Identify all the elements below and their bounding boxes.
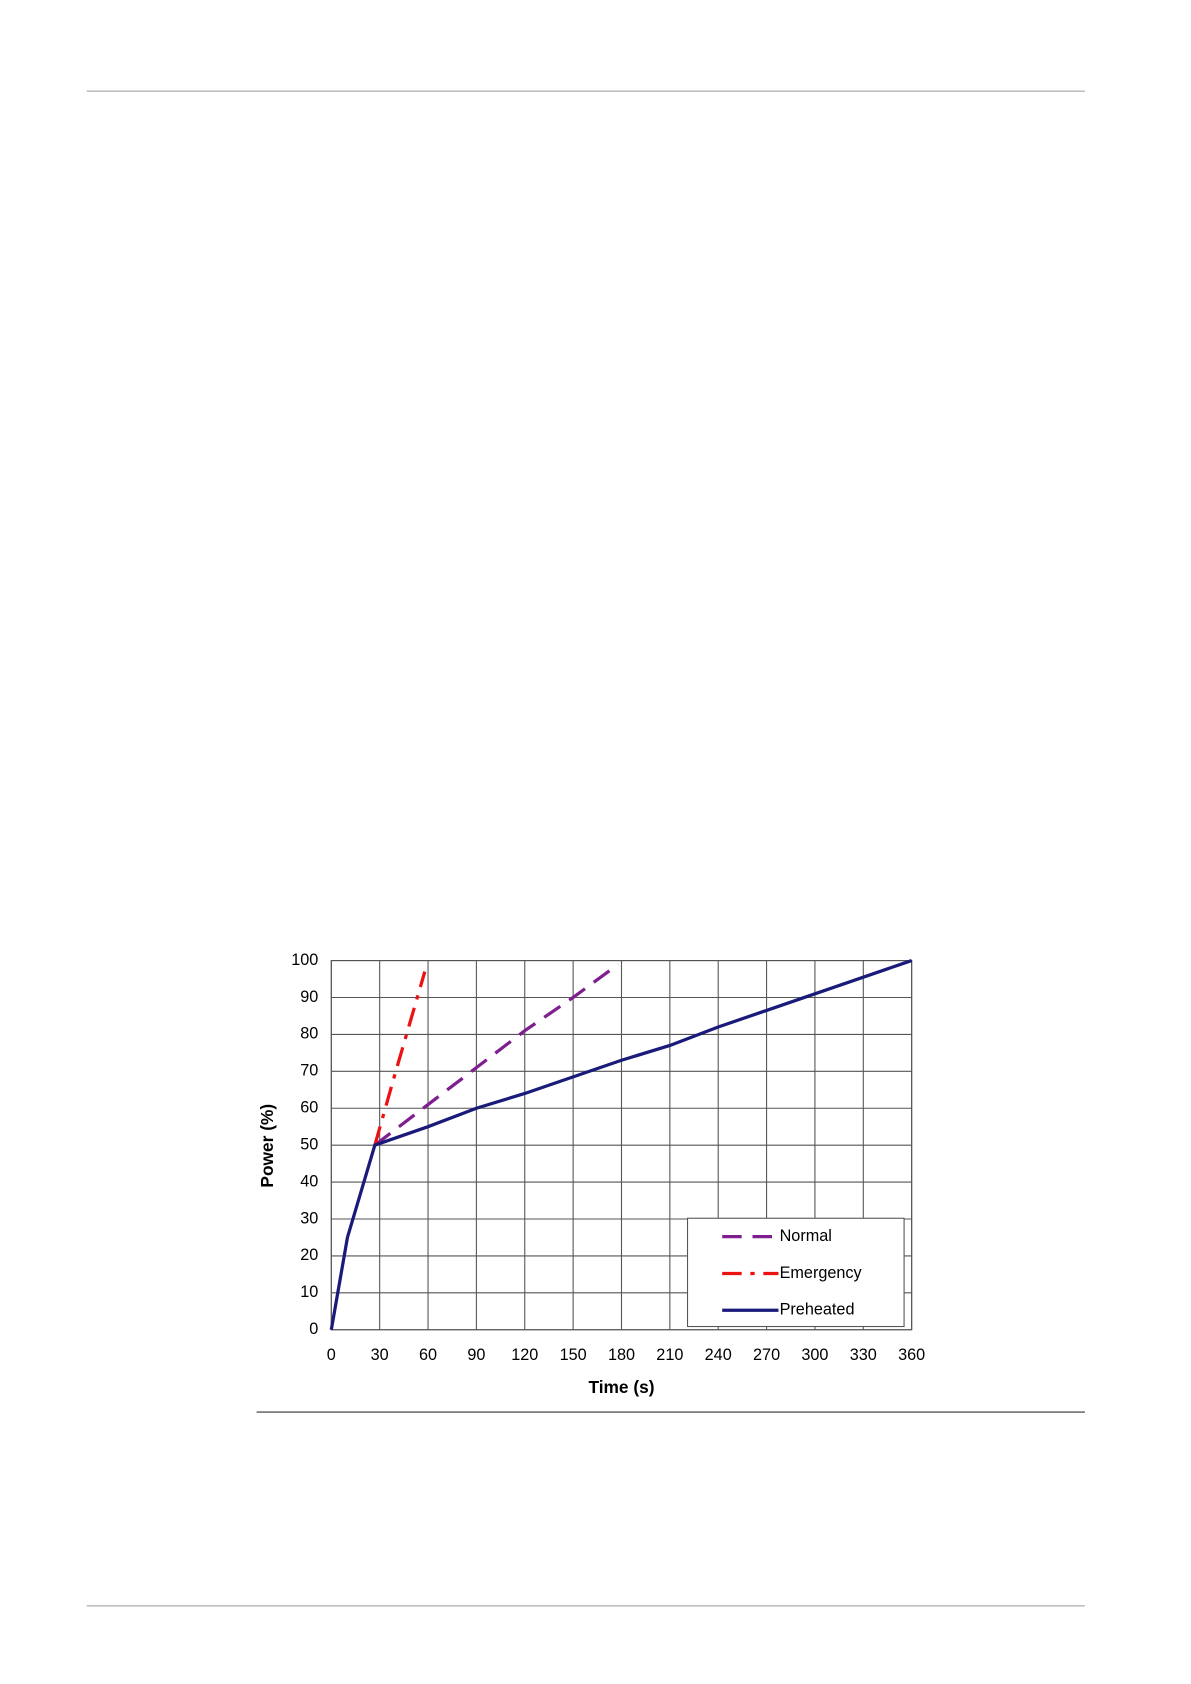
y-tick-label: 20 <box>300 1246 318 1264</box>
x-tick-label: 0 <box>327 1346 336 1364</box>
x-tick-label: 90 <box>467 1346 485 1364</box>
legend-label: Preheated <box>780 1301 855 1319</box>
x-tick-label: 360 <box>898 1346 925 1364</box>
x-axis-label: Time (s) <box>588 1377 654 1397</box>
x-tick-label: 120 <box>511 1346 538 1364</box>
series-line <box>329 959 913 1331</box>
y-axis-label: Power (%) <box>257 1104 277 1188</box>
y-tick-label: 100 <box>291 951 318 969</box>
y-tick-label: 90 <box>300 988 318 1006</box>
x-tick-label: 270 <box>753 1346 780 1364</box>
legend-label: Normal <box>780 1227 832 1245</box>
x-tick-label: 150 <box>560 1346 587 1364</box>
y-tick-label: 80 <box>300 1025 318 1043</box>
x-tick-label: 30 <box>371 1346 389 1364</box>
y-tick-label: 60 <box>300 1099 318 1117</box>
x-tick-label: 300 <box>801 1346 828 1364</box>
x-tick-label: 180 <box>608 1346 635 1364</box>
x-tick-label: 330 <box>850 1346 877 1364</box>
y-tick-label: 50 <box>300 1135 318 1153</box>
y-tick-label: 30 <box>300 1209 318 1227</box>
series-line <box>373 962 620 1147</box>
y-tick-label: 0 <box>309 1320 318 1338</box>
legend-label: Emergency <box>780 1264 863 1282</box>
x-tick-label: 60 <box>419 1346 437 1364</box>
y-tick-label: 40 <box>300 1172 318 1190</box>
x-tick-label: 240 <box>705 1346 732 1364</box>
y-tick-label: 10 <box>300 1283 318 1301</box>
y-tick-label: 70 <box>300 1062 318 1080</box>
x-tick-label: 210 <box>656 1346 683 1364</box>
